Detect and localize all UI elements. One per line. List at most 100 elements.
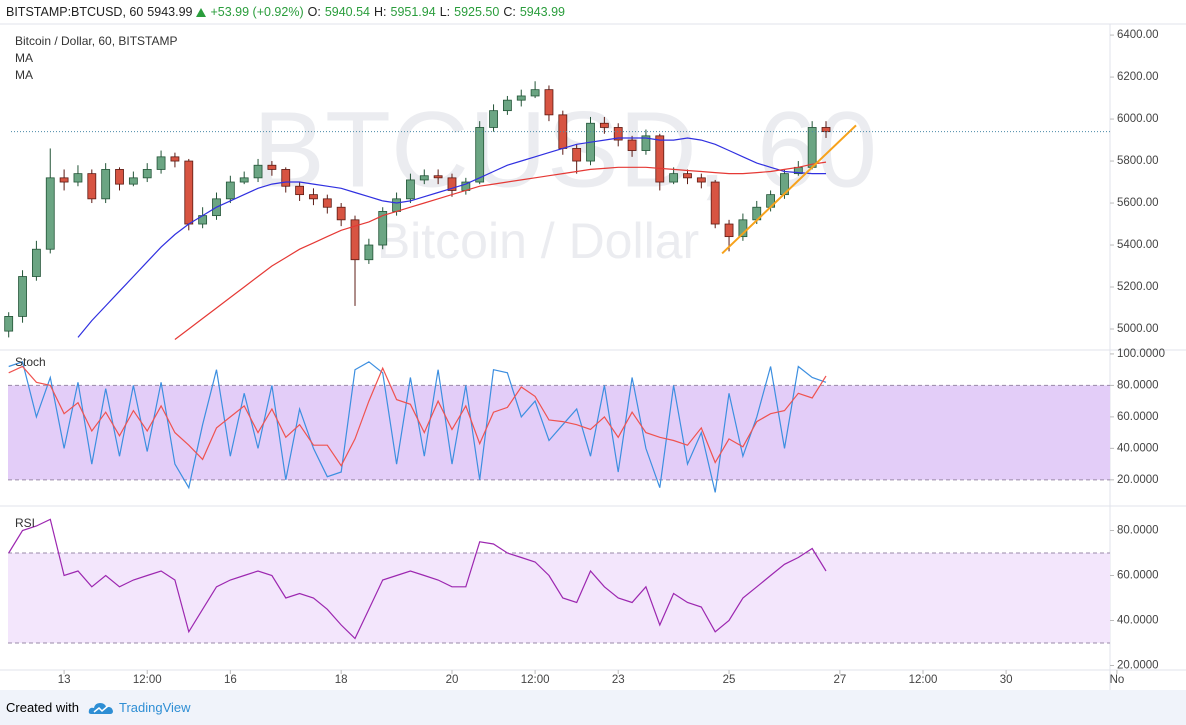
x-tick-label: 18 <box>335 674 348 686</box>
y-tick-label: 5200.00 <box>1117 281 1159 293</box>
x-tick-label: 30 <box>1000 674 1013 686</box>
y-tick-label: 20.0000 <box>1117 660 1159 672</box>
up-arrow <box>196 7 207 17</box>
logo <box>88 702 113 714</box>
candle-body <box>267 164 277 170</box>
candle-body <box>322 198 332 208</box>
candle-body <box>170 156 180 162</box>
candle-body <box>669 173 679 183</box>
candle-body <box>59 177 69 183</box>
x-tick-label: 13 <box>58 674 71 686</box>
candle-body <box>433 175 443 179</box>
trendline <box>721 124 857 255</box>
x-tick-label: 25 <box>723 674 736 686</box>
pane-title: Stoch <box>15 355 46 369</box>
candle-body <box>378 211 388 246</box>
candle-body <box>225 181 235 200</box>
x-tick-label: 16 <box>224 674 237 686</box>
y-tick-label: 20.0000 <box>1117 474 1159 486</box>
candle-body <box>641 135 651 151</box>
low-label: L: <box>439 5 451 19</box>
candle-body <box>115 169 124 185</box>
y-tick-label: 40.0000 <box>1117 442 1159 454</box>
chart: BTCUSD, 60 Bitcoin / Dollar 5000.00 5200.… <box>0 23 1186 690</box>
watermark-sub: Bitcoin / Dollar <box>377 213 699 269</box>
candle-body <box>87 173 97 200</box>
indicator-line <box>8 361 827 493</box>
candle-body <box>406 179 415 200</box>
candle-body <box>627 139 637 151</box>
candle-body <box>821 127 831 133</box>
created-with: Created with <box>6 700 79 715</box>
pane-title: RSI <box>15 516 35 530</box>
moving-average <box>77 137 826 338</box>
candle-body <box>544 89 554 116</box>
y-tick-label: 5400.00 <box>1117 239 1159 251</box>
candle-body <box>516 95 526 101</box>
symbol: BITSTAMP:BTCUSD, 60 <box>6 5 144 19</box>
candle-body <box>392 198 401 212</box>
candle-body <box>31 248 41 277</box>
candle-body <box>101 169 111 200</box>
x-tick-label: 12:00 <box>133 674 162 686</box>
moving-average <box>174 161 827 340</box>
y-tick-label: 6000.00 <box>1117 113 1159 125</box>
close-label: C: <box>503 5 516 19</box>
candle-body <box>613 127 623 141</box>
candle-body <box>655 135 665 183</box>
candle-body <box>156 156 166 170</box>
indicator-line <box>8 365 827 467</box>
y-tick-label: 40.0000 <box>1117 615 1159 627</box>
y-tick-label: 5600.00 <box>1117 197 1159 209</box>
y-tick-label: 6200.00 <box>1117 71 1159 83</box>
candle-body <box>599 122 609 128</box>
candle-body <box>738 219 748 238</box>
last-price: 5943.99 <box>147 5 193 19</box>
close-value: 5943.99 <box>519 5 565 19</box>
candle-body <box>73 173 83 183</box>
x-tick-label: 12:00 <box>521 674 550 686</box>
band <box>8 553 1110 643</box>
candle-body <box>419 175 429 181</box>
candle-body <box>295 185 305 196</box>
legend-entry: MA <box>15 68 33 82</box>
candle-body <box>724 223 734 238</box>
candle-body <box>807 127 817 168</box>
y-tick-label: 80.0000 <box>1117 379 1159 391</box>
candle-body <box>475 127 485 183</box>
open-label: O: <box>307 5 321 19</box>
high-value: 5951.94 <box>390 5 436 19</box>
y-tick-label: 80.0000 <box>1117 525 1159 537</box>
x-tick-label: No <box>1110 674 1125 686</box>
candle-body <box>281 169 291 187</box>
indicator-line <box>8 518 827 640</box>
candle-body <box>530 89 540 97</box>
candle-body <box>364 244 374 261</box>
candle-body <box>502 99 512 112</box>
candle-body <box>253 164 263 179</box>
x-tick-label: 12:00 <box>909 674 938 686</box>
candle-body <box>696 177 706 183</box>
candle-body <box>45 177 55 250</box>
open-value: 5940.54 <box>324 5 370 19</box>
candle-body <box>18 276 27 317</box>
x-tick-label: 20 <box>446 674 459 686</box>
y-tick-label: 6400.00 <box>1117 29 1159 41</box>
candle-body <box>184 160 194 225</box>
candle-body <box>710 181 720 225</box>
chart-title: Bitcoin / Dollar, 60, BITSTAMP <box>15 34 178 48</box>
candle-body <box>4 316 14 332</box>
candle-body <box>142 169 152 179</box>
candle-body <box>350 219 360 261</box>
y-tick-label: 60.0000 <box>1117 570 1159 582</box>
y-tick-label: 60.0000 <box>1117 411 1159 423</box>
y-tick-label: 5800.00 <box>1117 155 1159 167</box>
candle-body <box>489 110 498 128</box>
low-value: 5925.50 <box>454 5 500 19</box>
plots: 5000.00 5200.00 5400.00 5600.00 5800.00 6000.… <box>4 29 1165 686</box>
band <box>8 385 1110 480</box>
candle-body <box>336 206 346 221</box>
candle-body <box>447 177 457 191</box>
brand: TradingView <box>118 700 191 715</box>
